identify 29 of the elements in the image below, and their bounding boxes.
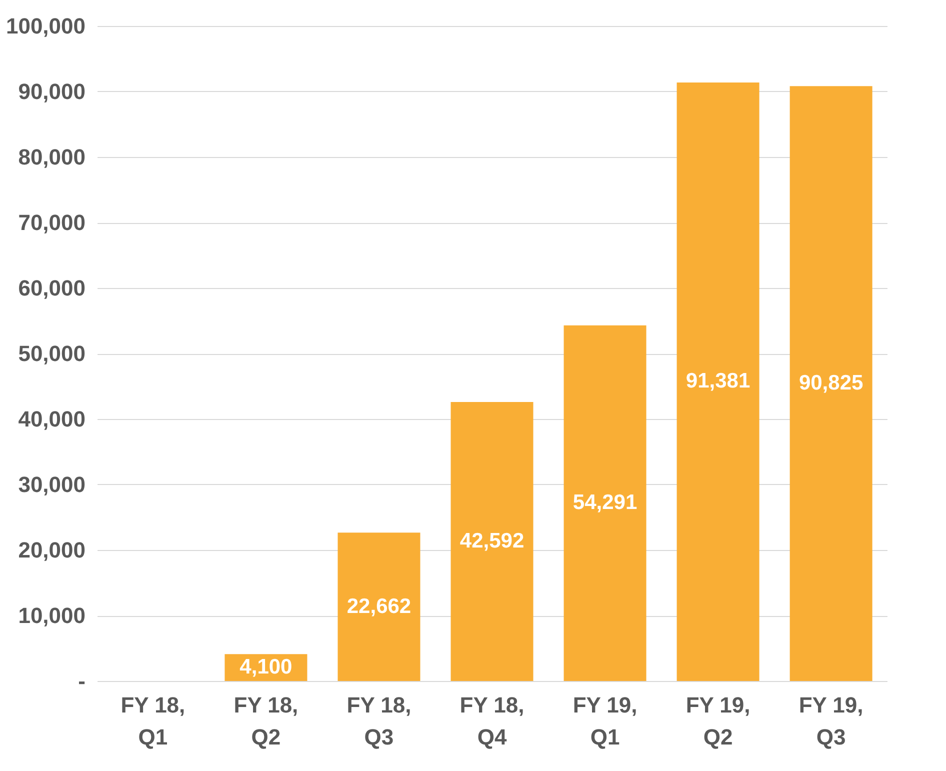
x-tick-label: FY 18, Q3	[346, 692, 412, 750]
bar	[676, 82, 760, 681]
x-tick-label: FY 19, Q1	[572, 692, 638, 750]
y-tick-label: 90,000	[18, 79, 86, 104]
y-tick-label: 60,000	[18, 276, 86, 300]
x-tick-label: FY 18, Q2	[234, 692, 298, 750]
y-tick-label: 30,000	[18, 472, 86, 497]
data-label: 54,291	[572, 491, 638, 514]
y-tick-label: 80,000	[18, 144, 86, 170]
y-tick-label: 100,000	[6, 14, 86, 38]
y-tick-label: 40,000	[18, 406, 86, 432]
y-tick-label: 50,000	[18, 341, 86, 366]
y-tick-label: -	[78, 668, 86, 694]
bar	[338, 532, 420, 681]
y-tick-label: 70,000	[18, 210, 86, 235]
data-label: 91,381	[686, 370, 750, 393]
bar	[790, 86, 872, 681]
x-tick-label: FY 19, Q2	[686, 692, 750, 750]
data-label: 42,592	[460, 530, 524, 553]
y-tick-label: 20,000	[18, 538, 86, 562]
data-label: 22,662	[346, 594, 412, 618]
x-tick-label: FY 18, Q4	[460, 692, 524, 750]
data-label: 4,100	[240, 656, 292, 679]
y-tick-label: 10,000	[18, 603, 86, 628]
data-label: 90,825	[798, 372, 864, 395]
bar	[564, 325, 646, 681]
x-tick-label: FY 19, Q3	[798, 692, 864, 750]
x-tick-label: FY 18, Q1	[120, 692, 186, 750]
bar	[450, 402, 534, 681]
